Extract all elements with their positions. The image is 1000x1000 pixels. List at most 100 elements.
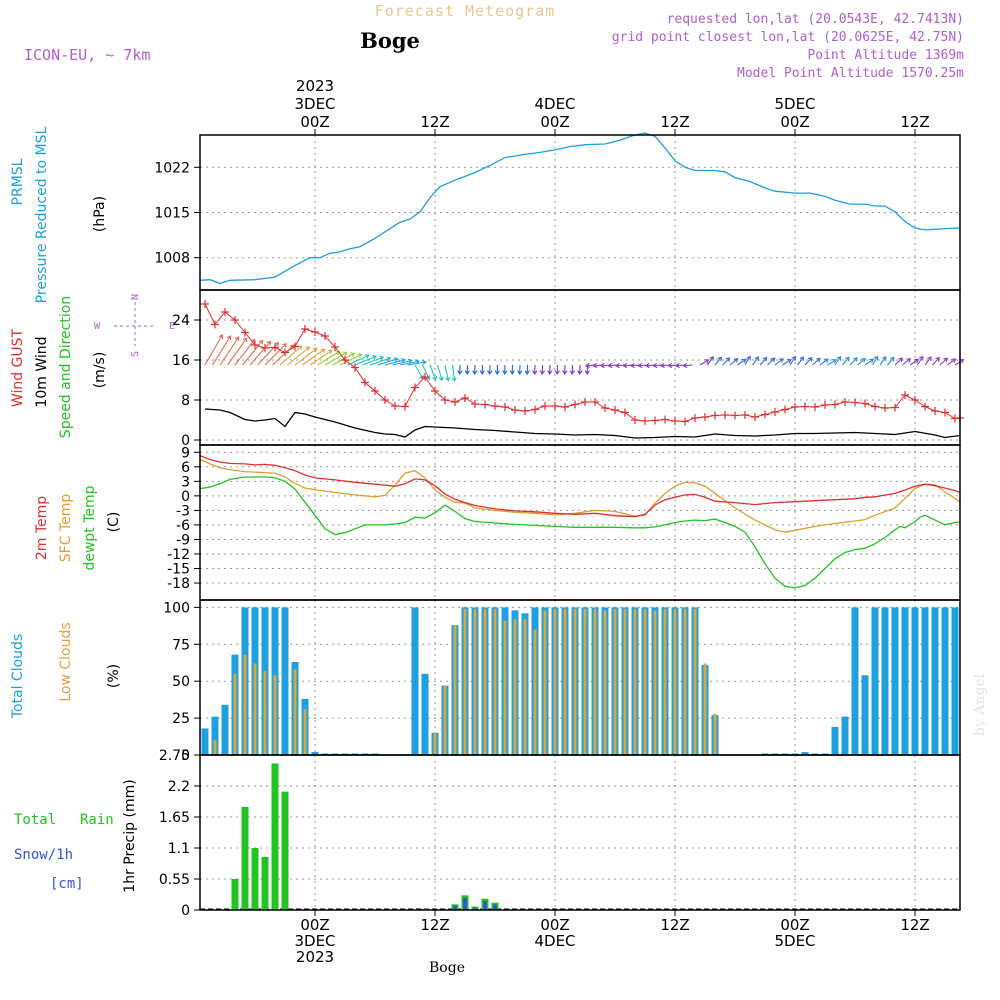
location-title: Boge [360,28,420,53]
total-cloud-bar [851,607,859,755]
wind-arrow-head [832,359,837,364]
wind-arrow-head [218,333,224,339]
bottom-time-label: 4DEC [534,932,575,950]
wind-arrow-head [786,359,792,364]
pressure-ylabel-2: Pressure Reduced to MSL [34,126,50,303]
precip-ylabel-1: 1hr Precip (mm) [122,779,138,892]
compass-n: N [130,294,141,300]
precip-frame [199,754,961,911]
low-cloud-bar [673,608,677,755]
low-cloud-bar [613,608,617,755]
wind-arrow [683,364,693,367]
wind-arrow-head [445,376,451,382]
wind-arrow-head [709,355,714,361]
wind-arrow [909,359,919,366]
low-cloud-bar [623,608,627,755]
temperature-ytick-label: 3 [181,474,190,490]
wind-arrow [864,358,874,366]
wind-arrow-head [927,356,932,362]
wind-arrow-head [258,339,264,345]
wind-arrow [947,358,956,366]
wind-arrow-head [844,356,850,362]
wind-arrow [774,358,784,366]
total-cloud-bar [421,673,429,755]
low-cloud-bar [543,610,547,755]
wind-arrow-head [762,356,768,362]
wind-ylabel-2: 10m Wind [34,336,50,407]
rain-bar [271,763,279,910]
wind-ytick-label: 0 [181,433,190,449]
precip-legend-cm: [cm] [50,876,84,892]
low-cloud-bar [633,608,637,755]
low-cloud-bar [243,654,247,755]
total-cloud-bar [941,607,949,755]
total-cloud-bar [901,607,909,755]
pressure-ylabel-1: PRMSL [10,158,26,205]
wind-arrow [204,334,223,366]
wind-arrow-head [615,362,620,369]
wind-arrow-head [584,370,590,376]
wind-arrow-head [297,345,303,351]
bottom-time-label: 00Z [540,916,569,934]
sfc-temp-line [199,458,961,533]
wind-arrow-head [312,347,318,353]
top-time-label: 00Z [540,113,569,131]
wind-arrow-head [704,359,710,364]
snow-bar [493,904,497,910]
wind-arrow-head [342,351,348,357]
top-time-label: 5DEC [774,95,815,113]
wind-arrow-head [364,354,370,359]
temperature-ytick-label: -18 [167,576,190,592]
low-cloud-bar [253,663,257,755]
bottom-time-label: 12Z [420,916,449,934]
clouds-ytick-label: 100 [163,600,190,616]
wind-arrow [902,358,911,366]
watermark: by Angel [972,673,988,736]
low-cloud-bar [303,709,307,755]
wind-arrow [264,343,287,366]
total-cloud-bar [311,752,319,755]
wind-arrow-head [906,358,912,363]
grid-layer [200,135,960,910]
low-cloud-bar [523,619,527,755]
wind-arrow-head [898,357,903,363]
wind-arrow-head [645,362,650,369]
wind-arrow [324,351,348,366]
low-cloud-bar [503,620,507,755]
wind-arrow [707,356,714,366]
wind-arrow-head [836,355,842,361]
rain-bar [281,791,289,910]
wind-arrow-head [494,370,500,376]
low-cloud-bar [463,608,467,755]
precip-legend-total: Total [14,812,56,828]
wind-arrow-head [554,370,560,376]
wind-arrow-head [778,358,784,363]
wind-arrow-head [600,362,605,369]
wind-arrow-head [622,362,628,369]
temp-ylabel: 2m Temp SFC Temp dewpt Temp (C) [34,485,122,570]
snow-bar [483,900,487,910]
compass-s: S [130,351,141,357]
temperature-ytick-label: -9 [176,532,190,548]
wind-arrow [219,336,240,366]
wind-arrow-head [524,370,530,376]
low-cloud-bar [453,625,457,755]
precip-ytick-label: 0.55 [159,872,190,888]
total-cloud-bar [221,704,229,755]
wind-arrow [917,356,924,366]
wind-arrow [392,359,412,366]
wind-arrow-head [282,343,287,348]
wind-arrow [804,357,813,366]
wind-arrow-head [754,356,760,361]
temp-2m-line [199,455,961,518]
top-time-label: 12Z [660,113,689,131]
wind-arrow [767,357,776,366]
wind-arrow-head [451,377,457,382]
wind-arrow-head [824,358,829,363]
wind-arrow [272,344,295,366]
total-cloud-bar [861,675,869,755]
wind-arrow [451,364,456,381]
total-cloud-bar [881,607,889,755]
wind-arrow [842,356,850,366]
wind-arrow-head [547,370,553,376]
